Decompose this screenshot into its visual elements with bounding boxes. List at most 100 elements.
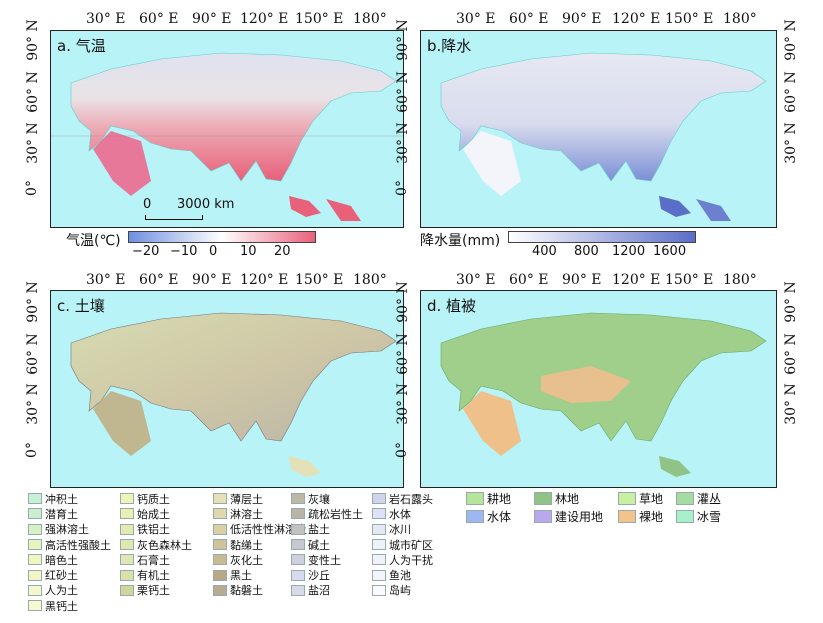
vegetation-legend-label: 建设用地 xyxy=(555,510,604,524)
x-tick: 180° xyxy=(723,11,757,27)
vegetation-legend-swatch xyxy=(534,510,552,523)
soil-legend-swatch xyxy=(28,539,42,551)
vegetation-legend-item: 耕地 xyxy=(466,490,511,507)
soil-legend-item: 沙丘 xyxy=(291,567,363,582)
x-tick: 90° E xyxy=(562,272,602,288)
soil-legend-swatch xyxy=(372,493,386,505)
x-tick: 90° E xyxy=(562,11,602,27)
y-tick: 0° xyxy=(393,180,410,196)
soil-legend-swatch xyxy=(291,493,305,505)
x-tick: 180° xyxy=(353,272,387,288)
soil-legend-label: 灰壤 xyxy=(308,492,330,506)
temperature-tick: 20 xyxy=(274,244,291,259)
soil-legend-swatch xyxy=(213,584,227,596)
soil-legend-swatch xyxy=(291,508,305,520)
temperature-tick: −10 xyxy=(170,244,198,259)
y-tick: 30° N xyxy=(782,383,799,425)
soil-legend-label: 暗色土 xyxy=(45,553,78,567)
x-tick: 120° E xyxy=(240,272,289,288)
soil-legend-column: 岩石露头 水体 冰川 城市矿区 人为干扰 鱼池 岛屿 xyxy=(372,491,433,598)
soil-legend-item: 灰化土 xyxy=(213,552,307,567)
soil-legend-swatch xyxy=(28,508,42,520)
panel-d-label: d. 植被 xyxy=(427,297,477,315)
soil-legend-label: 铁铝土 xyxy=(137,523,170,537)
vegetation-legend-item: 林地 xyxy=(534,490,579,507)
precipitation-colorbar-title: 降水量(mm) xyxy=(420,233,501,249)
vegetation-legend-swatch xyxy=(618,492,636,505)
vegetation-legend-label: 水体 xyxy=(487,510,512,524)
x-tick: 60° E xyxy=(509,272,549,288)
y-tick: 90° N xyxy=(394,281,411,323)
y-tick: 90° N xyxy=(24,281,41,323)
soil-legend-label: 盐土 xyxy=(308,523,330,537)
soil-legend-label: 钙质土 xyxy=(137,492,170,506)
y-tick: 0° xyxy=(393,442,410,458)
map-temperature xyxy=(51,52,403,221)
soil-legend-swatch xyxy=(372,554,386,566)
soil-legend-label: 灰化土 xyxy=(230,553,263,567)
soil-legend-label: 始成土 xyxy=(137,507,170,521)
x-tick: 180° xyxy=(723,272,757,288)
soil-legend-item: 石膏土 xyxy=(120,552,192,567)
soil-legend-column: 薄层土 淋溶土 低活性性淋溶土 黏绨土 灰化土 黑土 黏磐土 xyxy=(213,491,307,598)
soil-legend-item: 城市矿区 xyxy=(372,537,433,552)
vegetation-legend-label: 草地 xyxy=(639,492,664,506)
soil-legend-label: 黑土 xyxy=(230,569,252,583)
soil-legend-item: 潜育土 xyxy=(28,506,111,521)
y-tick: 60° N xyxy=(394,71,411,113)
soil-legend-item: 铁铝土 xyxy=(120,522,192,537)
soil-legend-item: 变性土 xyxy=(291,552,363,567)
soil-legend-label: 碱土 xyxy=(308,538,330,552)
vegetation-legend-item: 灌丛 xyxy=(676,490,721,507)
soil-legend-swatch xyxy=(291,584,305,596)
soil-legend-item: 强淋溶土 xyxy=(28,522,111,537)
temperature-colorbar-title: 气温(℃) xyxy=(66,233,121,249)
soil-legend-swatch xyxy=(120,493,134,505)
y-tick: 0° xyxy=(23,180,40,196)
map-soil xyxy=(70,312,397,477)
soil-legend-item: 低活性性淋溶土 xyxy=(213,522,307,537)
soil-legend-swatch xyxy=(120,523,134,535)
soil-legend-item: 黏磐土 xyxy=(213,583,307,598)
soil-legend-item: 暗色土 xyxy=(28,552,111,567)
soil-legend-swatch xyxy=(28,569,42,581)
soil-legend-label: 人为干扰 xyxy=(389,553,433,567)
x-tick: 30° E xyxy=(86,272,126,288)
y-tick: 90° N xyxy=(782,19,799,61)
vegetation-legend-swatch xyxy=(618,510,636,523)
y-tick: 0° xyxy=(23,442,40,458)
vegetation-legend-label: 灌丛 xyxy=(697,492,722,506)
panel-d-vegetation-map: d. 植被 xyxy=(420,290,777,488)
x-tick: 150° E xyxy=(665,272,714,288)
soil-legend-label: 高活性强酸土 xyxy=(45,538,111,552)
soil-legend-label: 冰川 xyxy=(389,523,411,537)
soil-legend-label: 薄层土 xyxy=(230,492,263,506)
x-tick: 30° E xyxy=(456,272,496,288)
vegetation-legend-item: 草地 xyxy=(618,490,663,507)
soil-legend-item: 冰川 xyxy=(372,522,433,537)
vegetation-legend-swatch xyxy=(466,492,484,505)
precipitation-tick: 800 xyxy=(574,244,599,259)
panel-c-label: c. 土壤 xyxy=(57,297,105,315)
x-tick: 90° E xyxy=(192,11,232,27)
soil-legend-swatch xyxy=(120,554,134,566)
soil-legend-label: 强淋溶土 xyxy=(45,523,89,537)
soil-legend-label: 石膏土 xyxy=(137,553,170,567)
vegetation-legend-swatch xyxy=(466,510,484,523)
soil-legend-item: 盐沼 xyxy=(291,583,363,598)
map-precipitation xyxy=(440,52,767,221)
soil-legend-swatch xyxy=(372,539,386,551)
scale-bar-zero: 0 xyxy=(143,197,152,212)
soil-legend-swatch xyxy=(291,569,305,581)
soil-legend-label: 黏绨土 xyxy=(230,538,263,552)
vegetation-legend-label: 裸地 xyxy=(639,510,664,524)
soil-legend-item: 灰色森林土 xyxy=(120,537,192,552)
y-tick: 30° N xyxy=(24,122,41,164)
precipitation-colorbar xyxy=(508,231,696,243)
soil-legend-label: 岛屿 xyxy=(389,584,411,598)
soil-legend-item: 有机土 xyxy=(120,567,192,582)
precipitation-tick: 400 xyxy=(532,244,557,259)
soil-legend-label: 水体 xyxy=(389,507,411,521)
x-tick: 30° E xyxy=(86,11,126,27)
soil-legend-item: 栗钙土 xyxy=(120,583,192,598)
